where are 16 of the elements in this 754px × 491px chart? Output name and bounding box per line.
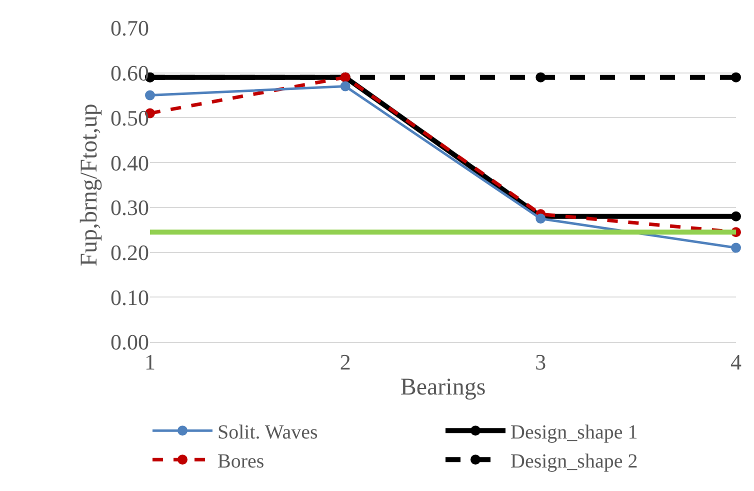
legend-label: Design_shape 2 — [510, 450, 638, 472]
x-tick-label: 4 — [730, 349, 742, 374]
y-tick-label: 0.30 — [110, 195, 149, 220]
y-tick-label: 0.60 — [110, 60, 149, 86]
x-tick-label: 2 — [340, 349, 351, 374]
y-tick-label: 0.40 — [110, 150, 149, 176]
y-tick-label: 0.20 — [110, 240, 149, 265]
y-tick-label: 0.10 — [110, 284, 149, 310]
y-axis-title: Fup,brng/Ftot,up — [76, 104, 103, 266]
legend-label: Design_shape 1 — [510, 421, 638, 444]
x-tick-label: 3 — [535, 349, 546, 374]
legend-label: Bores — [218, 450, 264, 472]
legend-label: Solit. Waves — [218, 421, 318, 444]
y-tick-label: 0.50 — [110, 105, 149, 130]
y-tick-label: 0.70 — [110, 16, 149, 41]
x-axis-title: Bearings — [400, 374, 486, 401]
